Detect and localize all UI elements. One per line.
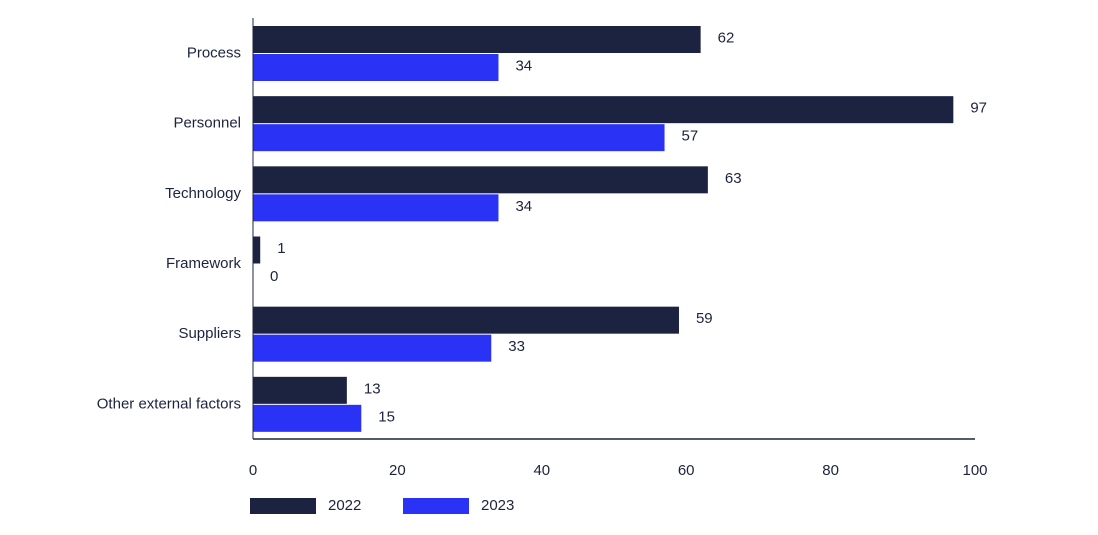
bar [253, 54, 499, 81]
bar [253, 124, 665, 152]
bar [253, 376, 347, 404]
value-label: 59 [696, 310, 713, 327]
value-label: 1 [277, 240, 285, 257]
legend-swatch [403, 498, 469, 514]
y-tick-label: Technology [165, 185, 241, 202]
value-label: 62 [718, 29, 735, 46]
y-tick-label: Process [187, 44, 241, 61]
y-tick-label: Suppliers [178, 325, 241, 342]
bar [253, 236, 261, 264]
y-tick-label: Framework [166, 255, 242, 272]
y-tick-label: Other external factors [97, 395, 241, 412]
legend-label: 2023 [481, 497, 514, 514]
value-label: 63 [725, 170, 742, 187]
x-tick-label: 0 [249, 462, 257, 479]
bar [253, 26, 701, 53]
legend-swatch [250, 498, 316, 514]
value-label: 0 [270, 268, 278, 285]
y-tick-label: Personnel [173, 115, 241, 132]
bar [253, 194, 499, 222]
x-tick-label: 20 [389, 462, 406, 479]
value-label: 57 [682, 128, 699, 145]
x-tick-label: 40 [533, 462, 550, 479]
bar [253, 306, 679, 334]
value-label: 97 [970, 100, 987, 117]
x-tick-label: 80 [822, 462, 839, 479]
value-label: 15 [378, 408, 395, 425]
bar [253, 404, 362, 432]
bar [253, 96, 954, 124]
bar [253, 166, 708, 194]
bar [253, 334, 492, 362]
value-label: 13 [364, 380, 381, 397]
x-tick-label: 100 [962, 462, 987, 479]
value-label: 34 [515, 57, 532, 74]
x-tick-label: 60 [678, 462, 695, 479]
value-label: 34 [515, 198, 532, 215]
value-label: 33 [508, 338, 525, 355]
legend-label: 2022 [328, 497, 361, 514]
